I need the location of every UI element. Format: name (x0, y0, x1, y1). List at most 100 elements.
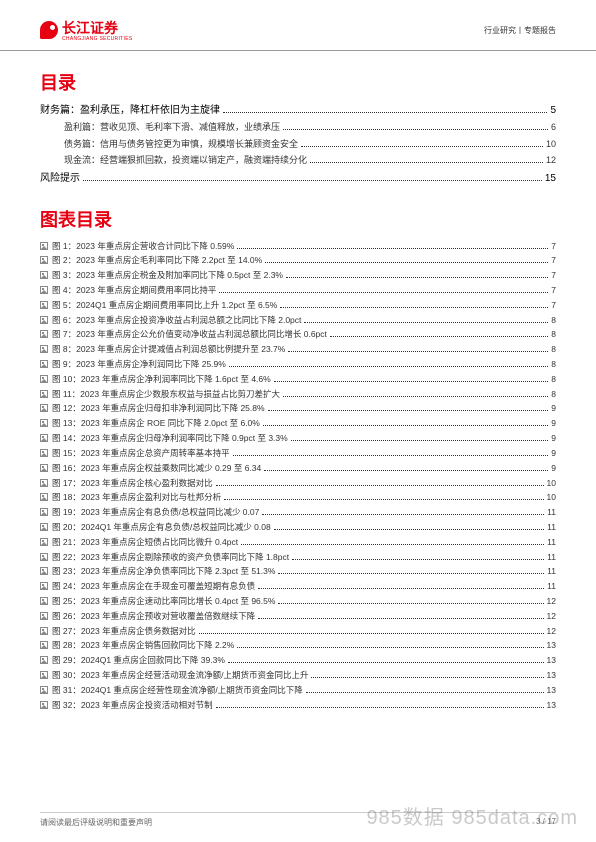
figure-leader-dots (233, 455, 549, 456)
figure-entry-page: 8 (551, 388, 556, 400)
figure-entry-label: 图 7：2023 年重点房企公允价值变动净收益占利润总额比同比增长 0.6pct (52, 328, 327, 340)
figure-entry-page: 8 (551, 373, 556, 385)
figure-icon (40, 286, 48, 294)
figure-entry: 图 10：2023 年重点房企净利润率同比下降 1.6pct 至 4.6%8 (40, 373, 556, 385)
toc-entry: 债务篇：信用与债务管控更为审慎，规模增长兼顾资金安全10 (40, 138, 556, 152)
figure-leader-dots (263, 425, 548, 426)
figure-entry: 图 18：2023 年重点房企盈利对比与杜邦分析10 (40, 491, 556, 503)
figure-entry: 图 7：2023 年重点房企公允价值变动净收益占利润总额比同比增长 0.6pct… (40, 328, 556, 340)
figure-entry-label: 图 31：2024Q1 重点房企经营性现金流净额/上期货币资金同比下降 (52, 684, 303, 696)
figure-entry-page: 12 (547, 610, 556, 622)
toc-entry-page: 6 (551, 121, 556, 135)
figure-entry-page: 13 (547, 639, 556, 651)
figure-list-title: 图表目录 (40, 206, 556, 232)
figure-entry: 图 14：2023 年重点房企归母净利润率同比下降 0.9pct 至 3.3%9 (40, 432, 556, 444)
figure-entry-label: 图 19：2023 年重点房企有息负债/总权益同比减少 0.07 (52, 506, 259, 518)
figure-entry: 图 5：2024Q1 重点房企期间费用率同比上升 1.2pct 至 6.5% 7 (40, 299, 556, 311)
figure-icon (40, 464, 48, 472)
figure-entry-page: 12 (547, 595, 556, 607)
figure-entry-page: 8 (551, 358, 556, 370)
figure-entry-label: 图 5：2024Q1 重点房企期间费用率同比上升 1.2pct 至 6.5% (52, 299, 277, 311)
figure-leader-dots (330, 336, 548, 337)
figure-entry: 图 11：2023 年重点房企少数股东权益与损益占比剪刀差扩大8 (40, 388, 556, 400)
figure-entry: 图 26：2023 年重点房企预收对营收覆盖倍数继续下降12 (40, 610, 556, 622)
header-category: 行业研究丨专题报告 (484, 25, 556, 36)
figure-leader-dots (304, 322, 548, 323)
figure-entry-page: 7 (551, 299, 556, 311)
figure-entry-label: 图 16：2023 年重点房企权益乘数同比减少 0.29 至 6.34 (52, 462, 261, 474)
toc-leader-dots (310, 162, 543, 163)
figure-entry: 图 6：2023 年重点房企投资净收益占利润总额之比同比下降 2.0pct8 (40, 314, 556, 326)
figure-entry: 图 9：2023 年重点房企净利润同比下降 25.9% 8 (40, 358, 556, 370)
figure-entry-label: 图 15：2023 年重点房企总资产周转率基本持平 (52, 447, 230, 459)
figure-icon (40, 345, 48, 353)
figure-icon (40, 360, 48, 368)
figure-entry: 图 4：2023 年重点房企期间费用率同比持平 7 (40, 284, 556, 296)
figure-entry-page: 9 (551, 402, 556, 414)
figure-leader-dots (258, 618, 543, 619)
figure-entry-label: 图 28：2023 年重点房企销售回款同比下降 2.2% (52, 639, 234, 651)
figure-leader-dots (283, 396, 548, 397)
figure-entry-page: 8 (551, 343, 556, 355)
figure-entry-page: 10 (547, 477, 556, 489)
figure-entry-label: 图 9：2023 年重点房企净利润同比下降 25.9% (52, 358, 226, 370)
figure-entry-label: 图 32：2023 年重点房企投资活动相对节制 (52, 699, 213, 711)
figure-leader-dots (241, 544, 544, 545)
figure-leader-dots (216, 707, 544, 708)
figure-icon (40, 242, 48, 250)
figure-leader-dots (288, 351, 548, 352)
figure-leader-dots (274, 381, 549, 382)
figure-entry-page: 10 (547, 491, 556, 503)
figure-entry-label: 图 27：2023 年重点房企债务数据对比 (52, 625, 196, 637)
toc-leader-dots (283, 129, 548, 130)
figure-leader-dots (258, 588, 544, 589)
figure-entry: 图 32：2023 年重点房企投资活动相对节制13 (40, 699, 556, 711)
figure-entry-label: 图 4：2023 年重点房企期间费用率同比持平 (52, 284, 216, 296)
figure-icon (40, 597, 48, 605)
figure-icon (40, 671, 48, 679)
figure-entry-label: 图 8：2023 年重点房企计提减值占利润总额比例提升至 23.7% (52, 343, 285, 355)
figure-entry-page: 13 (547, 654, 556, 666)
figure-entry-label: 图 17：2023 年重点房企核心盈利数据对比 (52, 477, 213, 489)
toc-leader-dots (301, 146, 543, 147)
figure-entry: 图 1：2023 年重点房企营收合计同比下降 0.59%7 (40, 240, 556, 252)
logo-sub-text: CHANGJIANG SECURITIES (62, 36, 132, 42)
figure-entry: 图 17：2023 年重点房企核心盈利数据对比 10 (40, 477, 556, 489)
figure-icon (40, 330, 48, 338)
figure-entry: 图 31：2024Q1 重点房企经营性现金流净额/上期货币资金同比下降13 (40, 684, 556, 696)
figure-leader-dots (224, 499, 543, 500)
figure-icon (40, 538, 48, 546)
figure-entry-label: 图 29：2024Q1 重点房企回款同比下降 39.3% (52, 654, 225, 666)
figure-entry-label: 图 22：2023 年重点房企剔除预收的资产负债率同比下降 1.8pct (52, 551, 289, 563)
figure-leader-dots (199, 633, 544, 634)
watermark: 985数据 985data.com (366, 801, 578, 830)
toc-entry-page: 5 (550, 103, 556, 118)
figure-entry-page: 13 (547, 669, 556, 681)
figure-entry: 图 13：2023 年重点房企 ROE 同比下降 2.0pct 至 6.0%9 (40, 417, 556, 429)
figure-entry-page: 7 (551, 284, 556, 296)
figure-leader-dots (291, 440, 549, 441)
toc-entry: 风险提示15 (40, 171, 556, 186)
figure-entry-label: 图 25：2023 年重点房企速动比率同比增长 0.4pct 至 96.5% (52, 595, 275, 607)
figure-entry-label: 图 13：2023 年重点房企 ROE 同比下降 2.0pct 至 6.0% (52, 417, 260, 429)
figure-entry: 图 8：2023 年重点房企计提减值占利润总额比例提升至 23.7% 8 (40, 343, 556, 355)
figure-entry: 图 16：2023 年重点房企权益乘数同比减少 0.29 至 6.349 (40, 462, 556, 474)
figure-icon (40, 553, 48, 561)
figure-leader-dots (292, 559, 544, 560)
figure-entry: 图 28：2023 年重点房企销售回款同比下降 2.2% 13 (40, 639, 556, 651)
figure-list-section: 图表目录 图 1：2023 年重点房企营收合计同比下降 0.59%7图 2：20… (40, 206, 556, 712)
figure-leader-dots (229, 366, 548, 367)
figure-leader-dots (219, 292, 548, 293)
toc-entry: 盈利篇：营收见顶、毛利率下滑、减值释放，业绩承压6 (40, 121, 556, 135)
figure-entry-page: 11 (547, 580, 556, 592)
figure-leader-dots (264, 470, 548, 471)
figure-entry: 图 25：2023 年重点房企速动比率同比增长 0.4pct 至 96.5% 12 (40, 595, 556, 607)
figure-entry-label: 图 12：2023 年重点房企归母扣非净利润同比下降 25.8% (52, 402, 265, 414)
figure-icon (40, 641, 48, 649)
toc-leader-dots (223, 112, 547, 113)
figure-leader-dots (262, 514, 544, 515)
toc-entry-label: 现金流：经营端狠抓回款，投资端以销定产，融资端持续分化 (64, 154, 307, 168)
figure-entry-page: 11 (547, 506, 556, 518)
figure-leader-dots (228, 662, 544, 663)
figure-entry: 图 29：2024Q1 重点房企回款同比下降 39.3% 13 (40, 654, 556, 666)
